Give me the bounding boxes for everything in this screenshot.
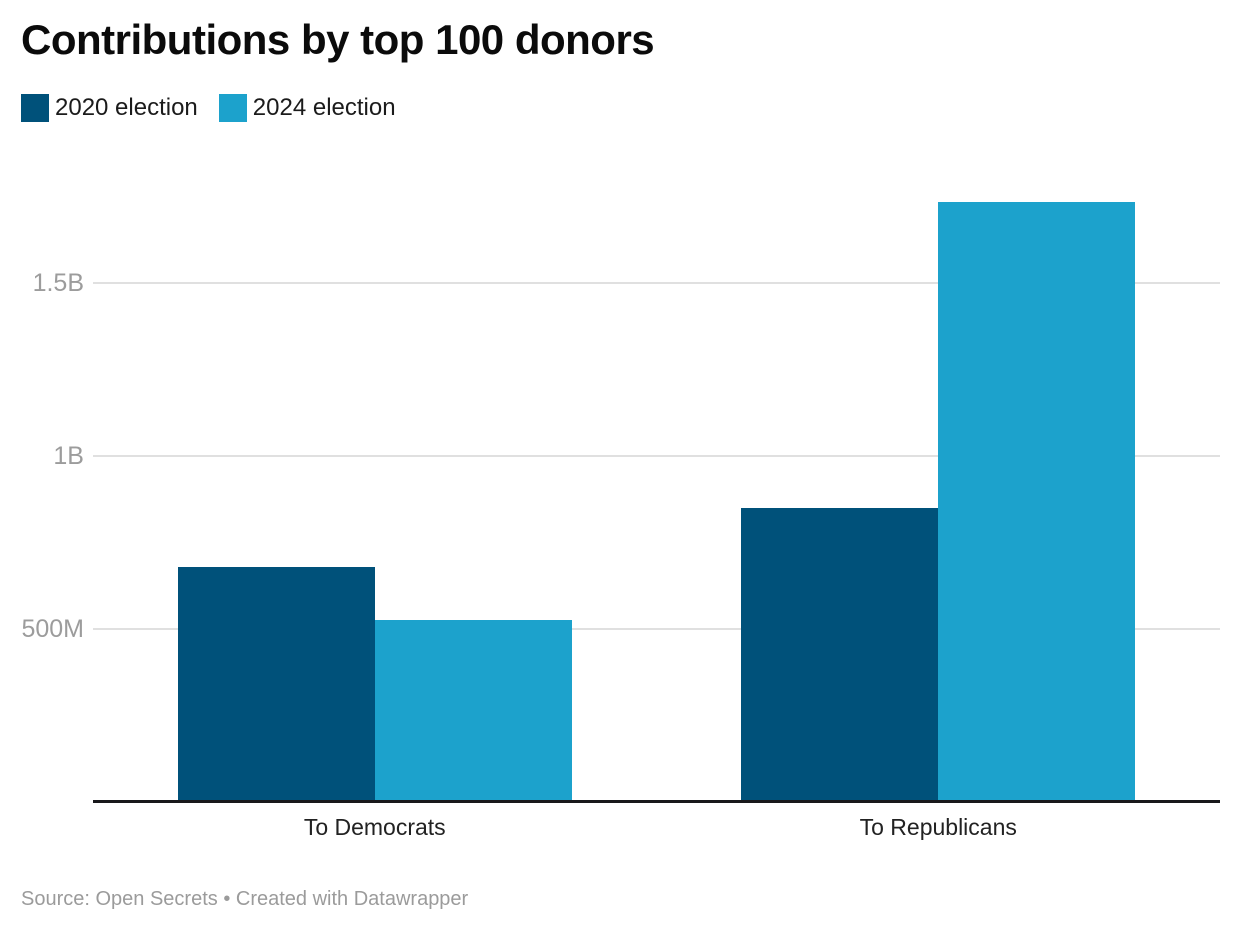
legend-item-2020-election: 2020 election	[21, 94, 198, 122]
x-axis-line	[93, 800, 1220, 803]
legend-item-2024-election: 2024 election	[218, 94, 396, 122]
bar-2024-election-to-republicans[interactable]	[938, 201, 1136, 802]
chart-title: Contributions by top 100 donors	[21, 16, 655, 63]
legend-label-2020: 2020 election	[55, 94, 198, 121]
gridline-1-5b	[93, 282, 1220, 285]
legend-swatch-2020-icon	[21, 94, 49, 122]
y-tick-label-1b: 1B	[53, 441, 84, 470]
source-line: Source: Open Secrets • Created with Data…	[21, 888, 469, 910]
category-label-to-democrats: To Democrats	[303, 814, 446, 840]
bar-2024-election-to-democrats[interactable]	[374, 620, 572, 802]
bar-2020-election-to-democrats[interactable]	[177, 566, 375, 802]
gridline-500m	[93, 628, 1220, 631]
gridline-1b	[93, 455, 1220, 458]
y-tick-label-1-5b: 1.5B	[32, 268, 84, 297]
bar-2020-election-to-republicans[interactable]	[741, 507, 939, 802]
legend-swatch-2024-icon	[218, 94, 247, 122]
legend: 2020 election 2024 election	[21, 94, 396, 122]
category-label-to-republicans: To Republicans	[859, 814, 1017, 840]
legend-label-2024: 2024 election	[252, 94, 396, 121]
y-tick-label-500m: 500M	[21, 614, 84, 643]
